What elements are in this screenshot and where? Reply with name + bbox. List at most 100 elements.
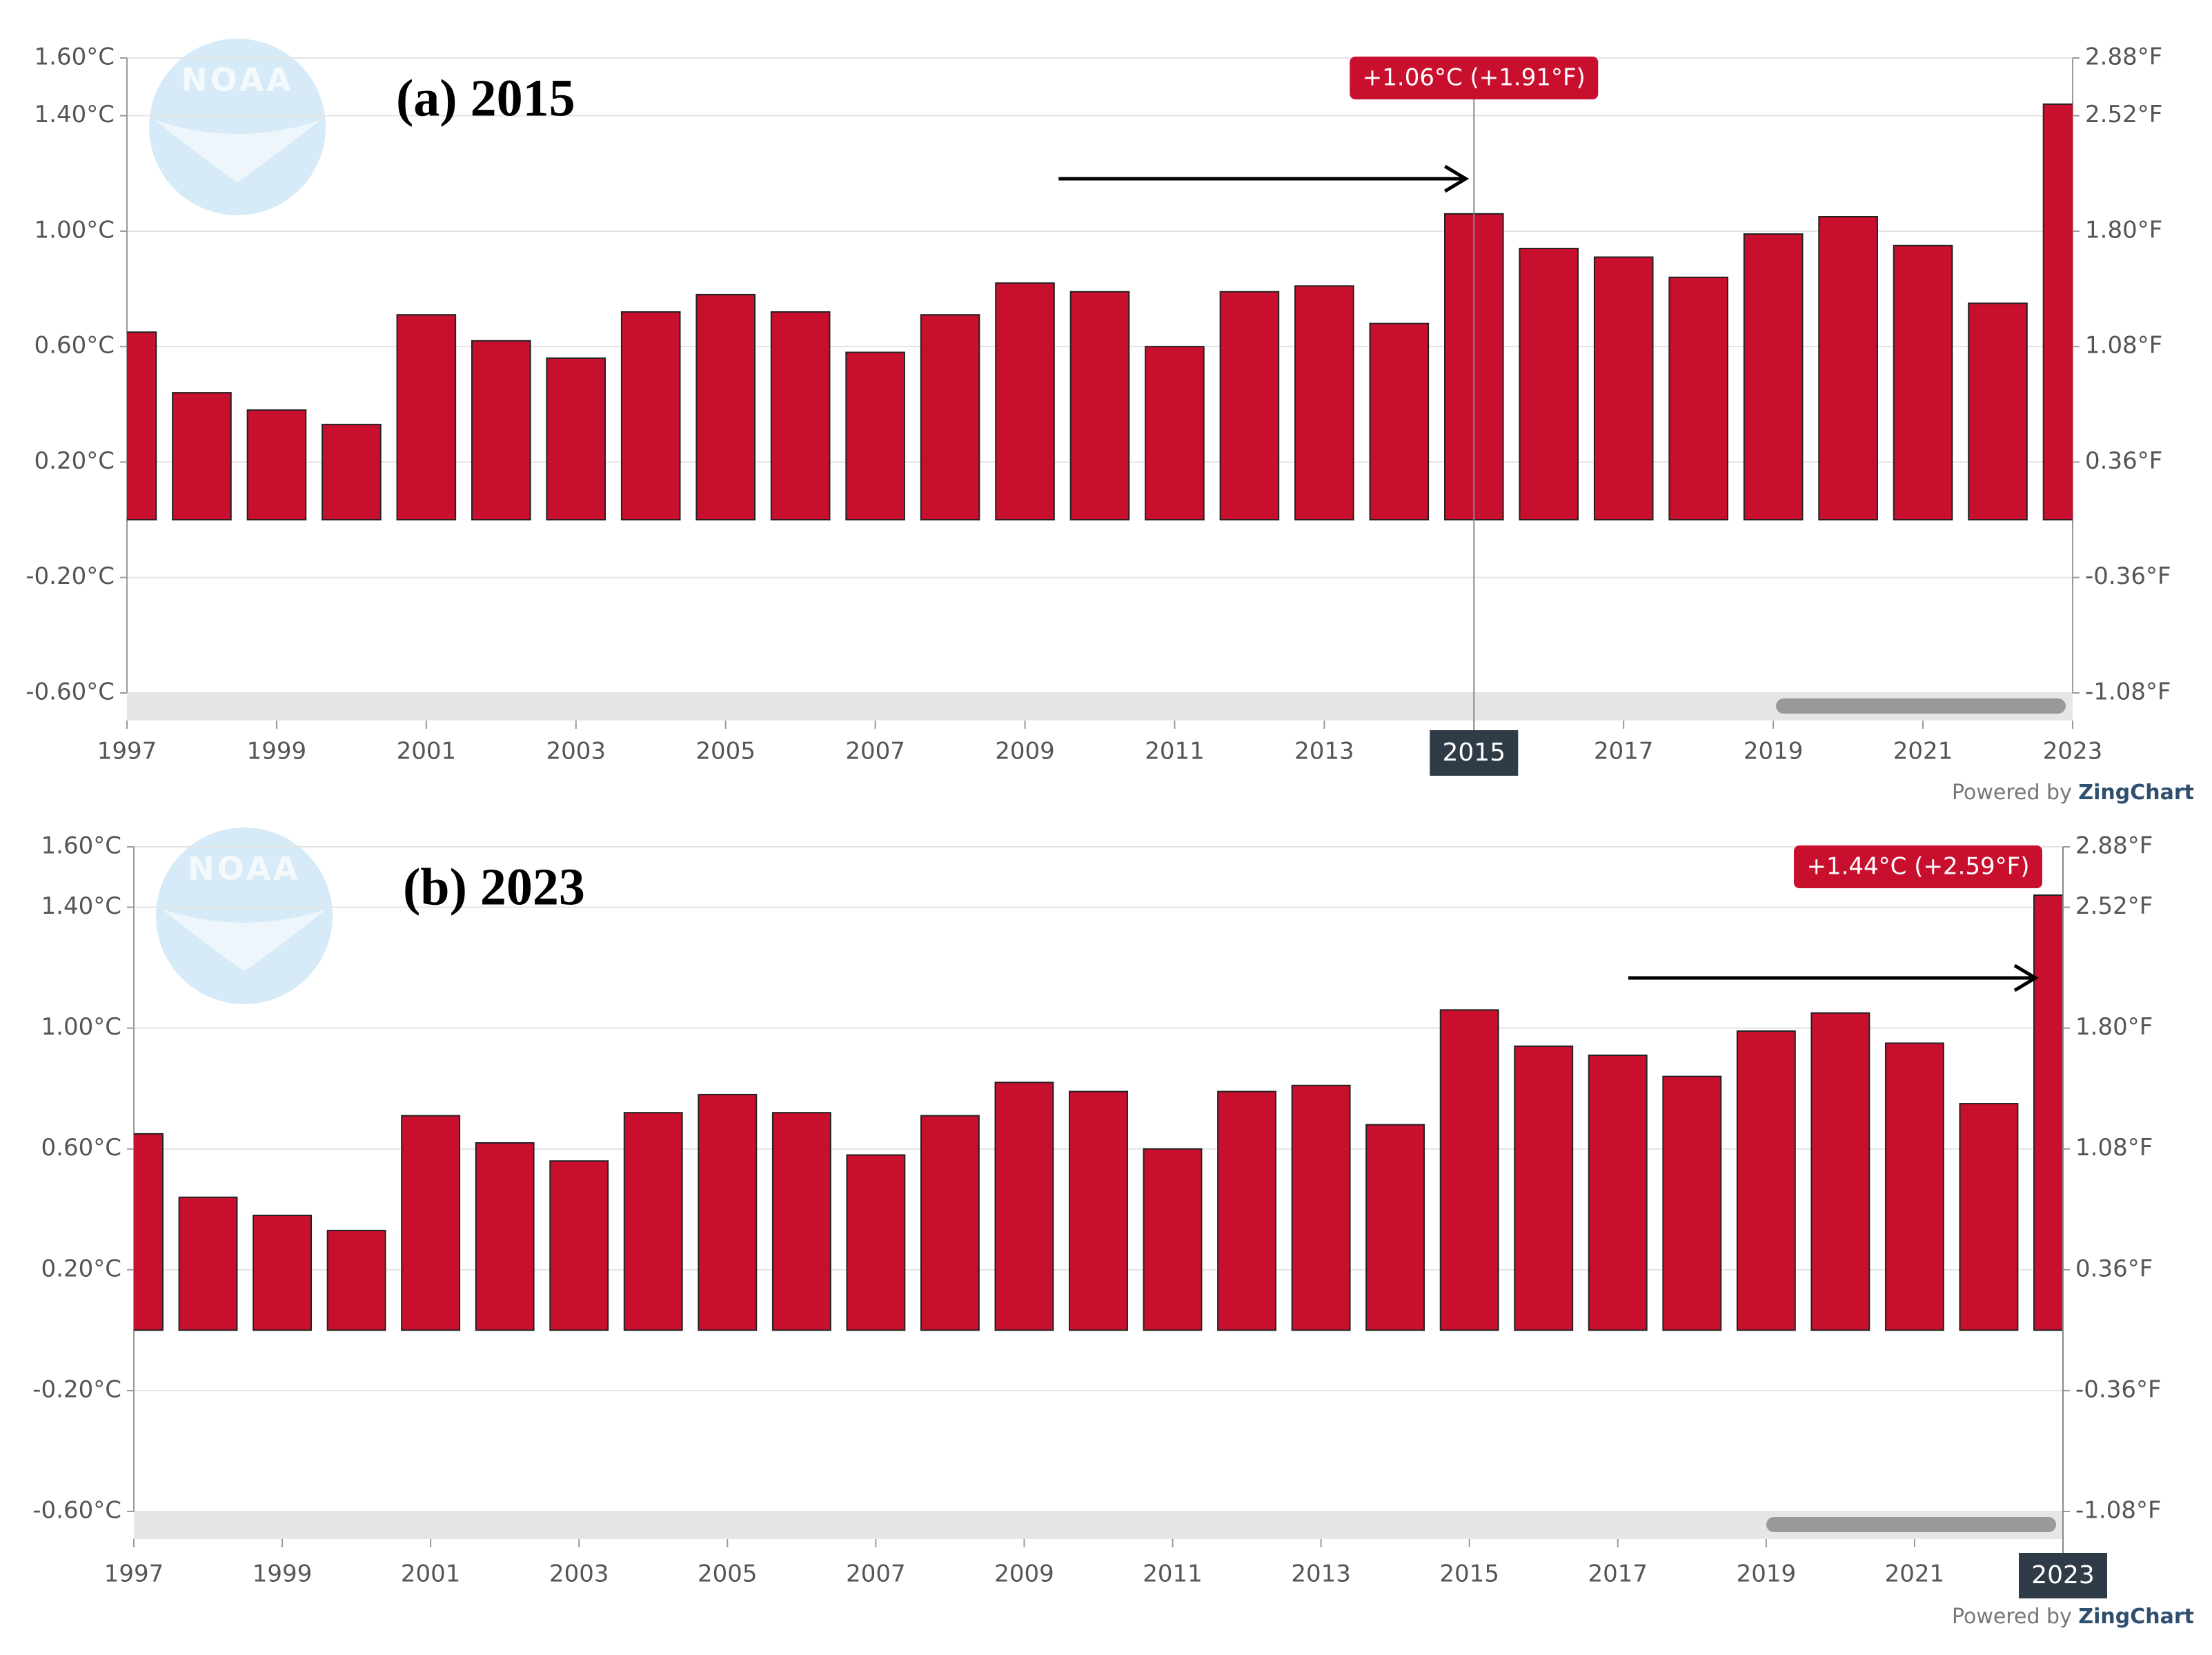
bar	[1818, 216, 1878, 521]
bar	[845, 351, 905, 521]
bar	[623, 1112, 683, 1331]
scroll-thumb	[1766, 1517, 2056, 1532]
bar	[1736, 1030, 1796, 1331]
x-tick-label: 2009	[994, 1560, 1054, 1588]
bar	[770, 311, 831, 521]
scroll-thumb	[1776, 698, 2066, 714]
x-tick-label: 2003	[546, 738, 606, 765]
credit-brand: ZingChart	[2078, 1605, 2194, 1629]
y-tick-label: 1.00°C	[41, 1013, 121, 1041]
credit-text: Powered by	[1952, 781, 2078, 805]
x-tick-label: 2017	[1588, 1560, 1648, 1588]
bar	[1365, 1124, 1425, 1331]
bar	[994, 1081, 1054, 1331]
bar	[920, 314, 980, 521]
bar	[1219, 291, 1280, 521]
x-tick-highlight	[2019, 1553, 2107, 1598]
bar	[401, 1115, 461, 1331]
arrow-head	[2013, 963, 2039, 992]
x-tick-label: 2005	[698, 1560, 758, 1588]
bar	[1217, 1090, 1277, 1331]
bar	[1069, 291, 1130, 521]
x-tick-label: 1997	[97, 738, 157, 765]
x-tick-label: 2023	[2031, 1561, 2095, 1589]
bar	[471, 340, 531, 521]
x-tick-label: 2001	[401, 1560, 461, 1588]
y-tick-label: -0.20°C	[26, 562, 115, 590]
bar	[1291, 1084, 1351, 1331]
bar	[1514, 1045, 1574, 1331]
y-tick-label: 0.20°C	[34, 447, 115, 475]
bar	[1743, 233, 1804, 521]
x-tick-label: 2021	[1885, 1560, 1945, 1588]
bar	[1145, 346, 1205, 521]
y2-tick-label: -1.08°F	[2075, 1497, 2162, 1525]
bar	[920, 1115, 980, 1331]
x-tick-label: 1999	[253, 1560, 313, 1588]
y-tick-label: 1.60°C	[41, 832, 121, 860]
bar	[846, 1154, 906, 1331]
y2-tick-label: 2.52°F	[2085, 101, 2162, 128]
bar	[546, 357, 606, 521]
bar	[134, 1133, 164, 1331]
bar	[1519, 248, 1579, 521]
bar	[246, 409, 307, 521]
x-tick-label: 2021	[1893, 738, 1953, 765]
y2-tick-label: 2.88°F	[2075, 832, 2153, 860]
y2-tick-label: -0.36°F	[2085, 562, 2171, 590]
chart-panel: NOAA -0.60°C -0.20°C 0.20°C 0.60°C 1.00°C 1.40…	[32, 828, 2194, 1629]
x-tick-label: 2007	[846, 1560, 906, 1588]
bar	[1069, 1090, 1128, 1331]
bar	[1884, 1042, 1944, 1331]
credit: Powered by ZingChart	[1952, 781, 2194, 805]
x-tick-label: 2017	[1594, 738, 1654, 765]
bar	[1893, 244, 1953, 521]
logo-circle	[149, 39, 326, 215]
bar	[1959, 1103, 2019, 1331]
y2-tick-label: 0.36°F	[2075, 1255, 2153, 1282]
bar	[1662, 1075, 1722, 1331]
chart-title: (b) 2023	[403, 858, 585, 916]
logo-bird	[161, 909, 327, 971]
chart-title: (a) 2015	[396, 69, 575, 127]
logo-bird	[155, 120, 320, 182]
bar	[127, 331, 157, 521]
y2-tick-label: 1.08°F	[2075, 1134, 2153, 1162]
y-tick-label: 1.00°C	[34, 216, 115, 244]
bar	[698, 1093, 758, 1331]
bar	[620, 311, 681, 521]
scroll-track	[127, 693, 2073, 721]
bar	[172, 392, 232, 521]
x-tick-label: 2005	[695, 738, 756, 765]
tooltip-text: +1.44°C (+2.59°F)	[1806, 853, 2029, 881]
y2-tick-label: -1.08°F	[2085, 678, 2171, 706]
x-tick-label: 2001	[397, 738, 457, 765]
x-tick-label: 2003	[549, 1560, 609, 1588]
x-tick-highlight	[1430, 730, 1519, 776]
bar	[1143, 1148, 1203, 1331]
bar	[695, 293, 756, 521]
x-tick-label: 2013	[1291, 1560, 1351, 1588]
bar	[1810, 1012, 1870, 1331]
scroll-track	[134, 1511, 2063, 1539]
y2-tick-label: 2.88°F	[2085, 43, 2162, 71]
tooltip-text: +1.06°C (+1.91°F)	[1363, 64, 1586, 92]
bar	[771, 1112, 831, 1331]
y2-tick-label: 0.36°F	[2085, 447, 2162, 475]
y2-tick-label: 1.80°F	[2075, 1013, 2153, 1041]
y-tick-label: 0.60°C	[34, 332, 115, 360]
bar	[396, 314, 457, 521]
bar	[1369, 322, 1430, 521]
y-tick-label: 0.20°C	[41, 1255, 121, 1282]
x-tick-label: 2019	[1737, 1560, 1797, 1588]
tooltip-box	[1794, 845, 2042, 888]
y-tick-label: -0.20°C	[32, 1375, 121, 1403]
bar	[1294, 285, 1354, 521]
y2-tick-label: 1.08°F	[2085, 332, 2162, 360]
bar	[1439, 1009, 1499, 1331]
bar	[178, 1196, 238, 1331]
y2-tick-label: -0.36°F	[2075, 1375, 2162, 1403]
bar	[322, 424, 382, 521]
x-tick-label: 2013	[1294, 738, 1354, 765]
